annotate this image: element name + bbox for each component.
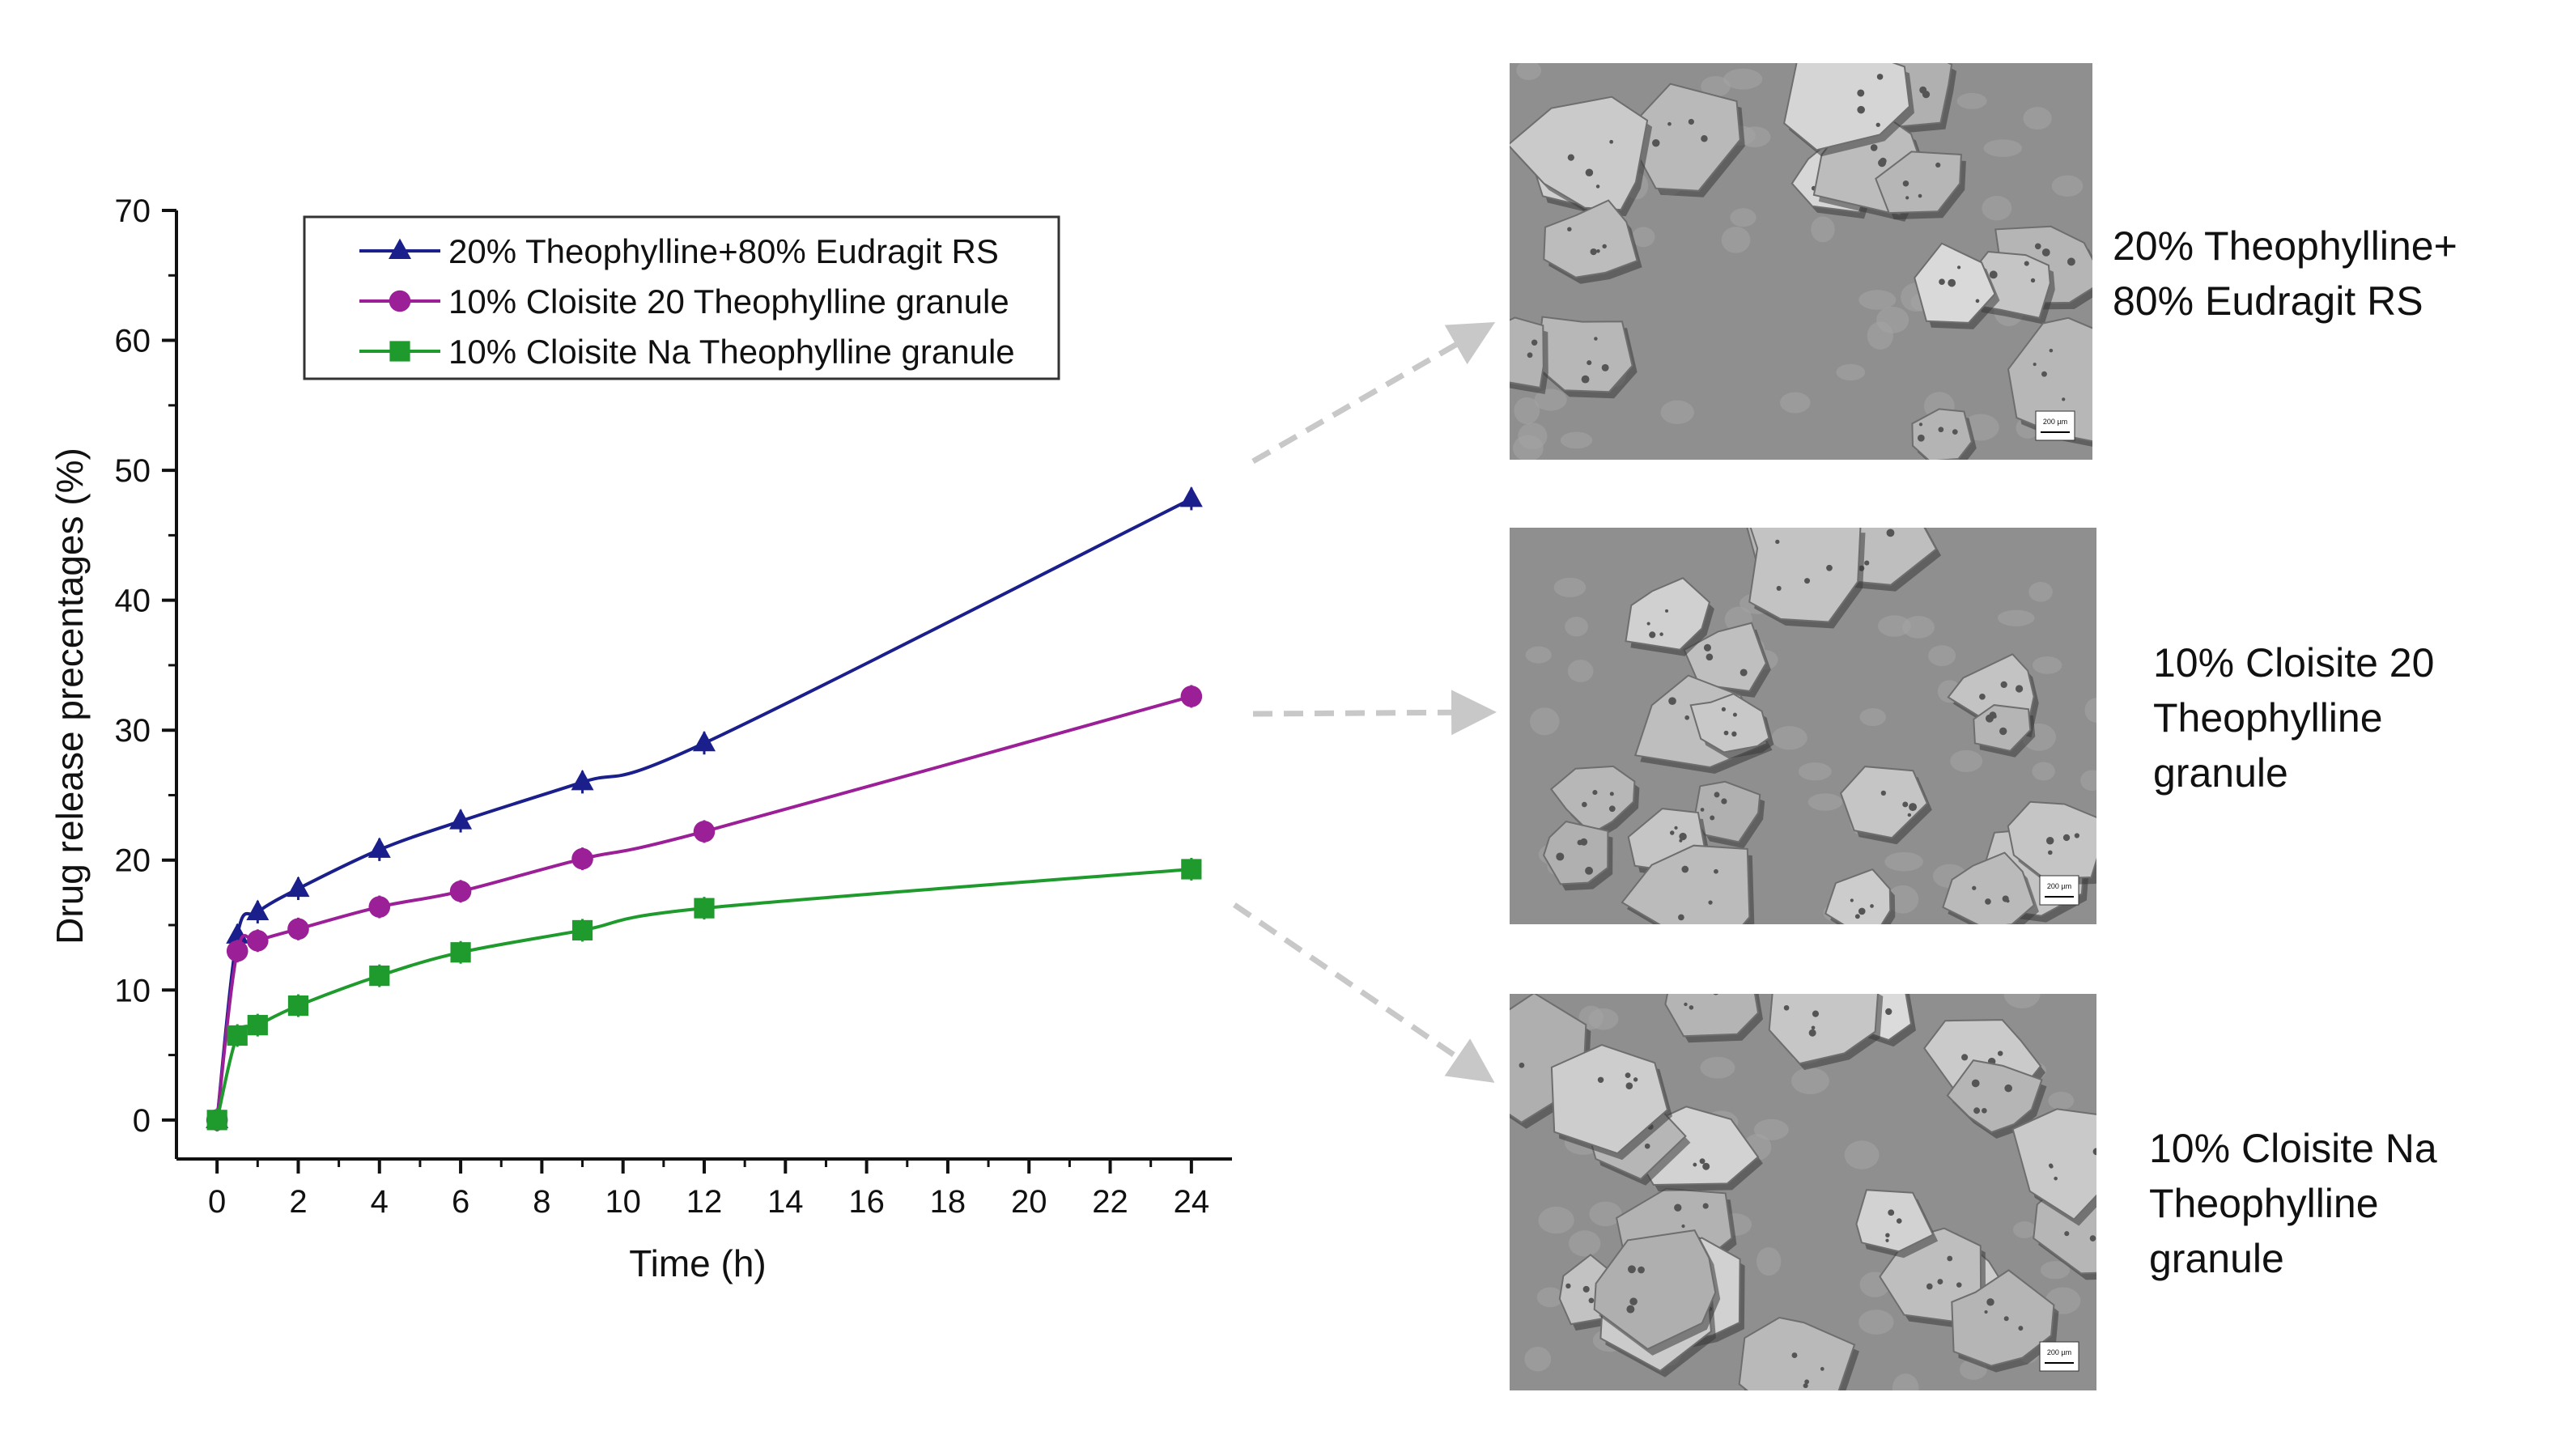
y-tick-label: 70 (115, 193, 151, 229)
data-point (571, 919, 593, 941)
y-tick-label: 40 (115, 584, 151, 619)
data-point (246, 899, 270, 920)
data-point (1181, 859, 1202, 880)
x-tick-label: 10 (605, 1184, 641, 1220)
sem-image-eudragit: 200 µm (1510, 63, 2092, 460)
x-tick-label: 8 (533, 1184, 550, 1220)
caption-cloisite-na: 10% Cloisite Na Theophylline granule (2149, 1126, 2437, 1281)
data-point (693, 730, 716, 752)
x-tick-label: 20 (1011, 1184, 1047, 1220)
pointer-arrows (1233, 322, 1497, 1083)
x-tick-label: 6 (452, 1184, 469, 1220)
data-point (206, 1110, 227, 1131)
data-point (247, 929, 269, 952)
x-tick-label: 4 (371, 1184, 389, 1220)
data-point (1179, 486, 1203, 507)
series-line (215, 497, 1192, 1121)
legend-entry: 20% Theophylline+80% Eudragit RS (448, 232, 999, 270)
x-tick-label: 12 (686, 1184, 723, 1220)
y-tick-label: 0 (133, 1103, 151, 1139)
y-tick-label: 50 (115, 453, 151, 489)
x-tick-label: 18 (930, 1184, 966, 1220)
scale-bar-label: 200 µm (2043, 418, 2067, 426)
data-point (287, 918, 309, 940)
x-tick-label: 14 (767, 1184, 804, 1220)
scale-bar-label: 200 µm (2047, 882, 2071, 890)
legend-entry: 10% Cloisite 20 Theophylline granule (448, 282, 1009, 320)
data-point (571, 847, 593, 870)
pointer-arrow (1251, 322, 1496, 465)
chart-legend: 20% Theophylline+80% Eudragit RS 10% Cloi… (303, 215, 1060, 380)
legend-marker (389, 290, 411, 312)
data-point (368, 896, 391, 918)
pointer-arrow (1233, 902, 1495, 1083)
data-point (227, 1025, 248, 1046)
data-point (693, 821, 716, 843)
caption-cloisite-20: 10% Cloisite 20 Theophylline granule (2153, 640, 2435, 796)
y-axis-label: Drug release precentages (%) (49, 448, 91, 944)
data-point (449, 809, 473, 830)
legend-entry: 10% Cloisite Na Theophylline granule (448, 333, 1015, 371)
data-point (247, 1015, 268, 1036)
data-point (226, 940, 249, 962)
caption-eudragit: 20% Theophylline+ 80% Eudragit RS (2113, 223, 2457, 324)
sem-micrograph-cloisite-20-icon: 200 µm (1510, 528, 2096, 924)
data-point (367, 837, 391, 858)
data-point (571, 770, 594, 791)
data-point (694, 898, 715, 919)
x-axis-label: Time (h) (629, 1242, 767, 1284)
series-line (215, 694, 1192, 1121)
x-tick-label: 22 (1092, 1184, 1128, 1220)
data-point (450, 942, 471, 963)
legend-marker (389, 238, 411, 260)
x-tick-label: 0 (208, 1184, 226, 1220)
y-tick-label: 60 (115, 324, 151, 359)
y-tick-label: 20 (115, 843, 151, 879)
y-tick-label: 10 (115, 973, 151, 1008)
sem-image-cloisite-na: 200 µm (1510, 994, 2096, 1390)
data-point (449, 880, 472, 902)
x-tick-label: 2 (289, 1184, 307, 1220)
data-point (287, 995, 309, 1017)
chart-series (206, 486, 1203, 1131)
sem-image-cloisite-20: 200 µm (1510, 528, 2096, 924)
scale-bar-label: 200 µm (2047, 1348, 2071, 1356)
y-tick-label: 30 (115, 713, 151, 749)
sem-micrograph-cloisite-na-icon: 200 µm (1510, 994, 2096, 1390)
series-3 (206, 857, 1202, 1131)
legend-marker (389, 341, 410, 362)
x-tick-label: 24 (1174, 1184, 1210, 1220)
data-point (287, 876, 310, 898)
series-1 (206, 486, 1203, 1131)
x-tick-label: 16 (848, 1184, 885, 1220)
sem-micrograph-eudragit-icon: 200 µm (1510, 63, 2092, 460)
data-point (369, 966, 390, 987)
data-point (1180, 686, 1203, 707)
pointer-arrow (1252, 690, 1497, 736)
